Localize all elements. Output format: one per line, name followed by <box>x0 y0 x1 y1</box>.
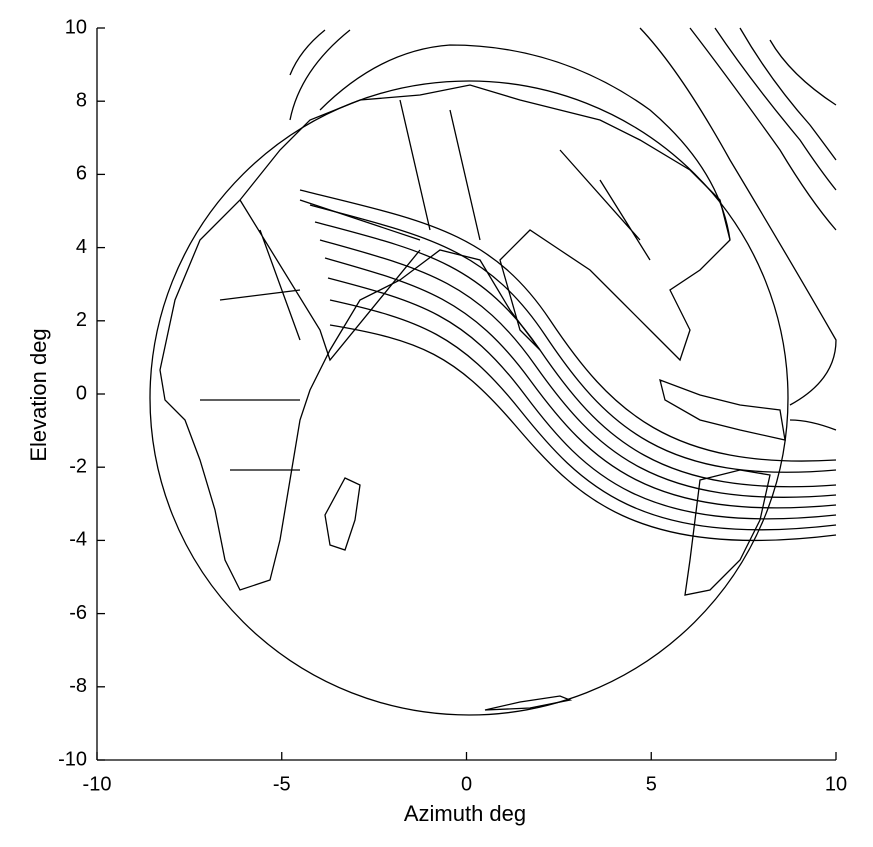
continent-outline <box>159 84 731 591</box>
x-tick-label: 5 <box>646 773 657 795</box>
contour-line <box>324 257 837 509</box>
y-axis-label: Elevation deg <box>26 328 51 461</box>
earth-drawing <box>149 80 789 716</box>
y-tick-label: -2 <box>69 455 87 477</box>
contour-line <box>289 29 351 121</box>
contour-line <box>314 221 837 488</box>
y-tick-label: -4 <box>69 529 87 551</box>
x-tick-label: -5 <box>273 773 291 795</box>
y-tick-label: 10 <box>65 16 87 38</box>
contour-line <box>689 27 837 231</box>
y-tick-label: -10 <box>58 748 87 770</box>
australia <box>684 469 771 596</box>
y-tick-label: 4 <box>76 236 87 258</box>
contour-line <box>309 204 837 473</box>
contour-line <box>329 299 837 531</box>
borders <box>200 99 651 471</box>
x-tick-label: 10 <box>825 773 847 795</box>
x-tick-label: -10 <box>83 773 112 795</box>
madagascar <box>324 477 361 551</box>
contour-line <box>319 239 837 498</box>
contour-line <box>319 44 731 241</box>
y-tick-label: 6 <box>76 163 87 185</box>
y-tick-label: 0 <box>76 382 87 404</box>
contour-line <box>299 189 837 462</box>
contour-line <box>714 27 837 191</box>
contour-line <box>639 27 837 406</box>
y-tick-label: 2 <box>76 309 87 331</box>
earth-disk <box>149 80 789 716</box>
contours <box>289 27 837 542</box>
indonesia <box>659 378 786 441</box>
contour-line <box>769 39 837 106</box>
y-tick-label: 8 <box>76 89 87 111</box>
x-tick-label: 0 <box>461 773 472 795</box>
contour-line <box>289 29 326 76</box>
contour-line <box>329 324 837 542</box>
y-tick-label: -8 <box>69 675 87 697</box>
contour-line <box>789 419 837 431</box>
y-tick-label: -6 <box>69 602 87 624</box>
contour-line <box>327 277 837 520</box>
contour-line <box>739 27 837 161</box>
antarctica-edge <box>484 695 573 711</box>
x-axis-label: Azimuth deg <box>404 801 526 826</box>
